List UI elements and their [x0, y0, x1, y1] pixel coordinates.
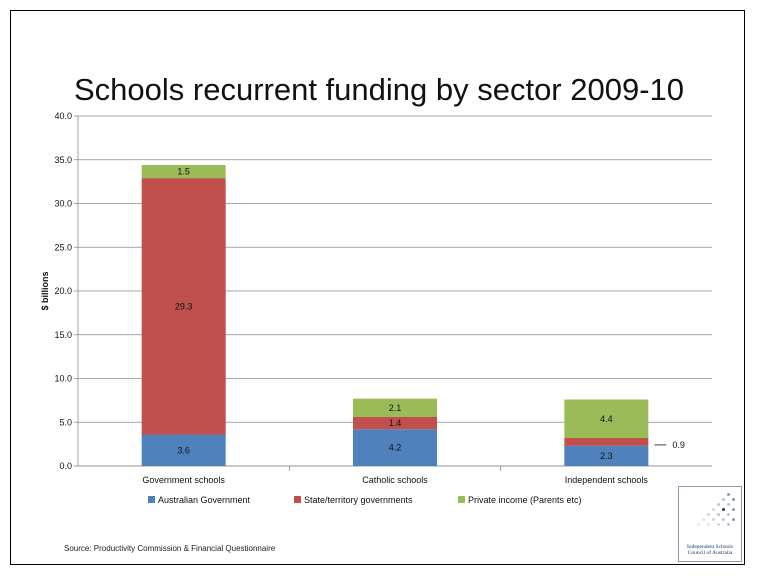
- data-label: 0.9: [672, 440, 685, 450]
- bar-segment: [564, 445, 649, 466]
- data-label: 29.3: [175, 301, 193, 311]
- x-category-label: Government schools: [142, 475, 225, 485]
- logo-dot: [722, 508, 725, 511]
- y-tick-label: 5.0: [59, 417, 72, 427]
- x-category-label: Independent schools: [565, 475, 649, 485]
- logo-dot: [732, 498, 735, 501]
- logo-dot: [707, 513, 710, 516]
- legend-swatch: [458, 496, 465, 503]
- logo-dot: [702, 518, 705, 521]
- logo-dot: [727, 503, 730, 506]
- legend-label: Australian Government: [158, 495, 251, 505]
- legend-label: Private income (Parents etc): [468, 495, 582, 505]
- data-label: 3.6: [177, 445, 190, 455]
- source-note: Source: Productivity Commission & Financ…: [64, 544, 276, 553]
- y-tick-label: 40.0: [54, 111, 72, 121]
- data-label: 4.2: [389, 443, 402, 453]
- y-tick-label: 25.0: [54, 242, 72, 252]
- logo-dot: [697, 523, 700, 526]
- logo-dot: [722, 498, 725, 501]
- y-axis-title: $ billions: [40, 271, 50, 310]
- data-label: 2.1: [389, 403, 402, 413]
- x-category-label: Catholic schools: [362, 475, 428, 485]
- bar-segment: [353, 429, 437, 466]
- data-label: 4.4: [600, 414, 613, 424]
- y-tick-label: 35.0: [54, 155, 72, 165]
- slide-frame: [10, 10, 745, 565]
- y-tick-label: 30.0: [54, 199, 72, 209]
- bar-segment: [353, 398, 437, 417]
- bar-segment: [141, 434, 226, 466]
- logo-dot: [722, 518, 725, 521]
- logo-line-2: Council of Australia: [687, 550, 733, 556]
- bar-segment: [353, 417, 437, 430]
- y-tick-label: 10.0: [54, 374, 72, 384]
- logo-dot: [712, 508, 715, 511]
- logo-dot: [732, 518, 735, 521]
- logo-dot: [727, 513, 730, 516]
- data-label: 1.5: [177, 167, 190, 177]
- logo-line-1: Independent Schools: [687, 544, 733, 550]
- logo-dot: [717, 513, 720, 516]
- logo-dot: [717, 523, 720, 526]
- data-label: 1.4: [389, 418, 402, 428]
- logo-dot: [717, 503, 720, 506]
- y-tick-label: 20.0: [54, 286, 72, 296]
- isca-logo: Independent Schools Council of Australia: [678, 486, 742, 562]
- bar-segment: [564, 399, 649, 438]
- bar-segment: [141, 165, 226, 179]
- legend-label: State/territory governments: [304, 495, 413, 505]
- legend-swatch: [294, 496, 301, 503]
- legend-swatch: [148, 496, 155, 503]
- data-label: 2.3: [600, 451, 613, 461]
- bar-segment: [141, 178, 226, 435]
- bar-segment: [564, 438, 649, 446]
- logo-dot: [707, 523, 710, 526]
- logo-dot: [712, 518, 715, 521]
- y-tick-label: 15.0: [54, 330, 72, 340]
- logo-text: Independent Schools Council of Australia: [679, 544, 741, 556]
- logo-dot: [727, 523, 730, 526]
- logo-dot: [732, 508, 735, 511]
- chart-title: Schools recurrent funding by sector 2009…: [73, 72, 685, 107]
- y-tick-label: 0.0: [59, 461, 72, 471]
- logo-dot: [727, 493, 730, 496]
